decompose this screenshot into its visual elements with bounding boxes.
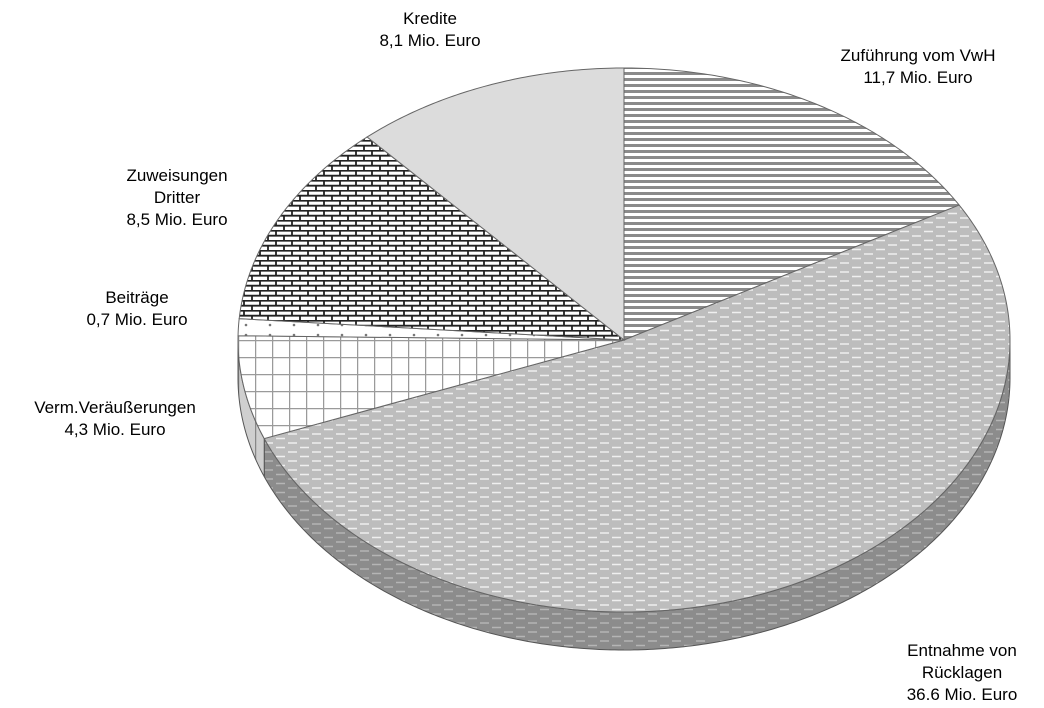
- pie-slice: [238, 136, 626, 341]
- slice-value-label: 0,7 Mio. Euro: [86, 310, 188, 329]
- slice-value-label: 8,1 Mio. Euro: [379, 31, 481, 50]
- slice-value-label: 11,7 Mio. Euro: [863, 68, 973, 87]
- pie-slice: [623, 67, 960, 341]
- slice-name: Beiträge: [105, 288, 169, 307]
- slice-label: Zuweisungen Dritter 8,5 Mio. Euro: [117, 165, 237, 231]
- slice-label: Zuführung vom VwH 11,7 Mio. Euro: [808, 45, 1028, 89]
- slice-label: Kredite 8,1 Mio. Euro: [330, 8, 530, 52]
- slice-value-label: 36.6 Mio. Euro: [906, 685, 1018, 704]
- slice-name: Zuführung vom VwH: [840, 46, 996, 65]
- slice-name: Zuweisungen Dritter: [126, 166, 228, 207]
- slice-value-label: 8,5 Mio. Euro: [126, 210, 228, 229]
- slice-name: Kredite: [403, 9, 457, 28]
- pie-slice: [237, 335, 625, 440]
- slice-label: Verm.Veräußerungen 4,3 Mio. Euro: [0, 397, 235, 441]
- slice-name: Entnahme von Rücklagen: [907, 641, 1017, 682]
- pie-slice: [263, 204, 1011, 613]
- slice-label: Entnahme von Rücklagen 36.6 Mio. Euro: [887, 640, 1037, 706]
- slice-name: Verm.Veräußerungen: [34, 398, 196, 417]
- pie-slice: [366, 67, 625, 342]
- slice-value-label: 4,3 Mio. Euro: [64, 420, 166, 439]
- slice-label: Beiträge 0,7 Mio. Euro: [37, 287, 237, 331]
